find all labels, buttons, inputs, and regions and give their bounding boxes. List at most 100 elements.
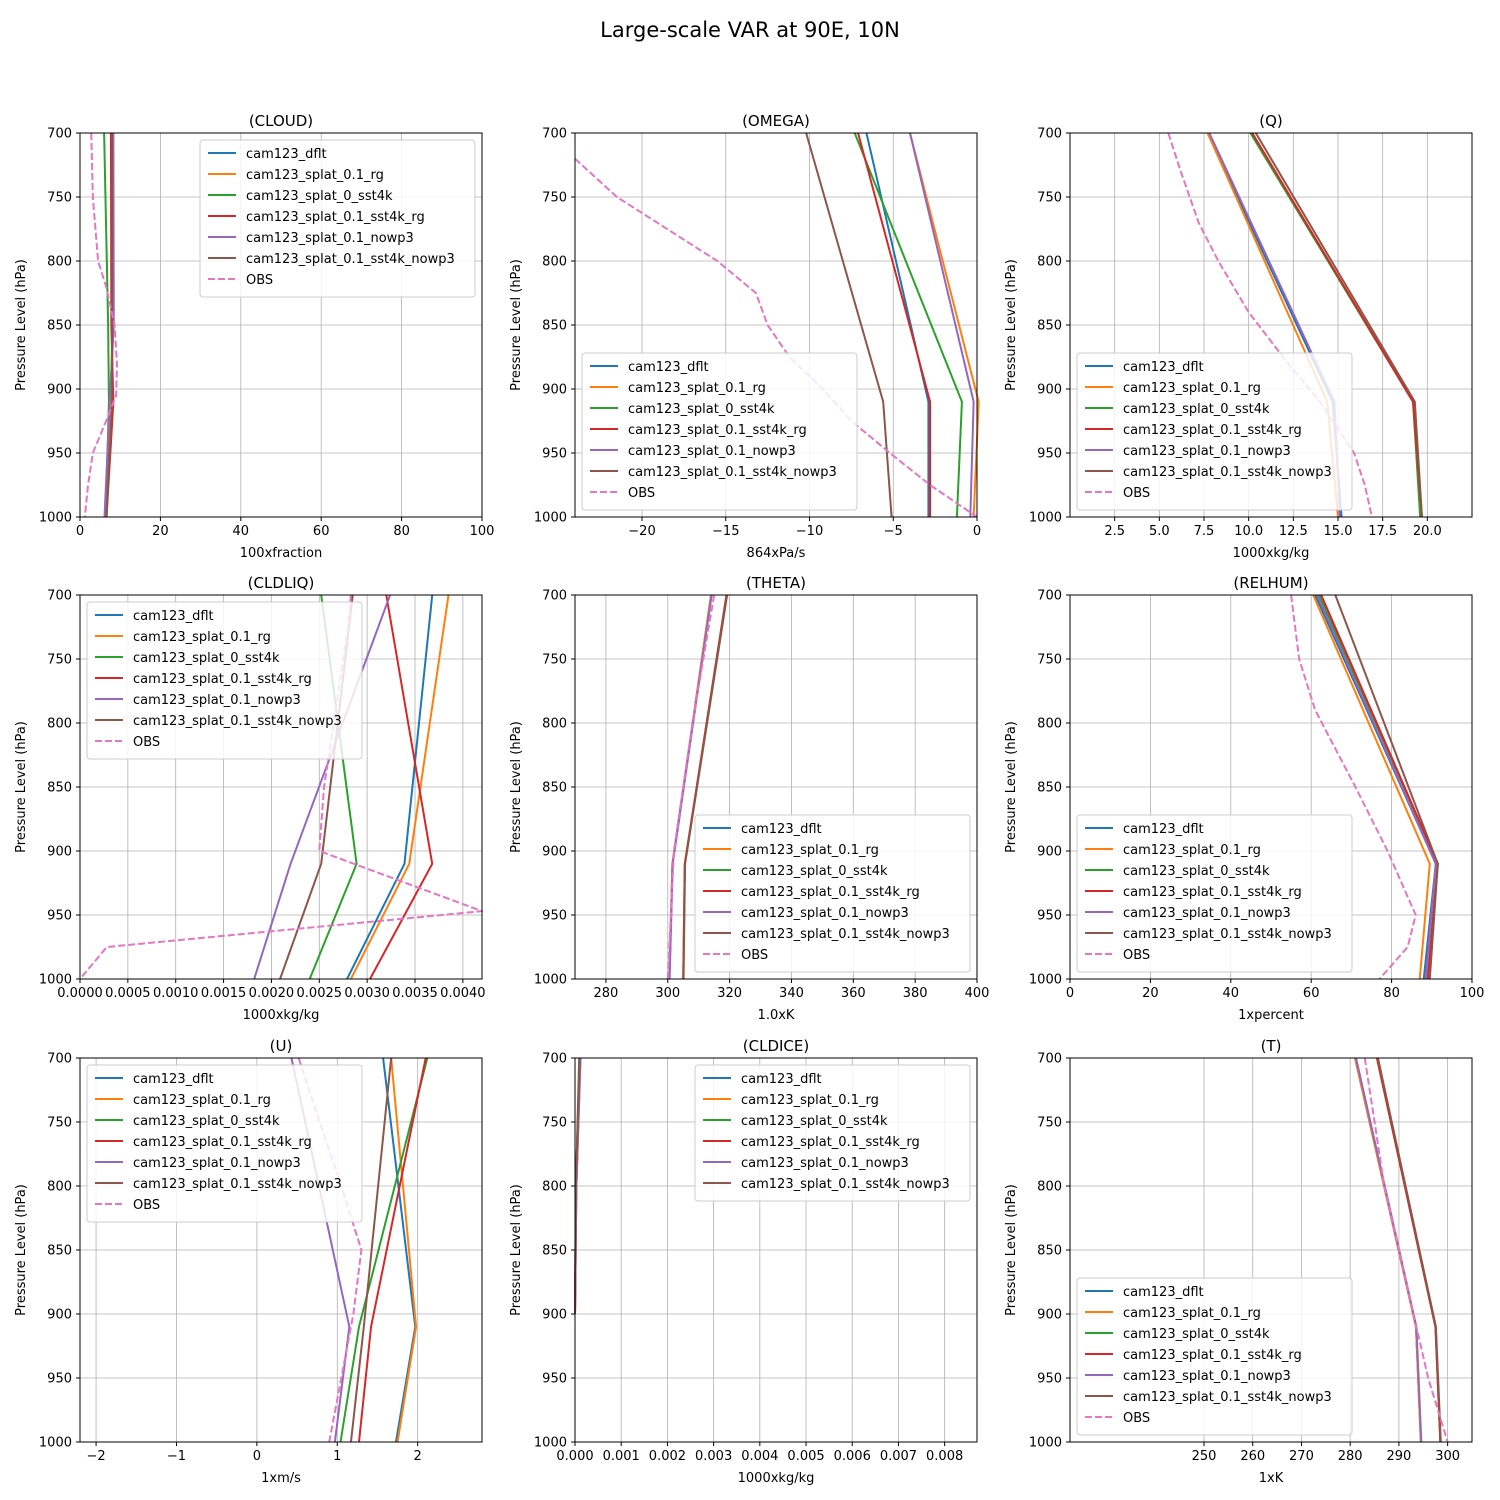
panel-title: (CLDLIQ) xyxy=(248,574,315,592)
legend-label: OBS xyxy=(133,1198,160,1213)
series-line-OBS xyxy=(297,1057,363,1443)
y-tick-label: 800 xyxy=(1037,255,1062,270)
x-tick-label: 60 xyxy=(1303,986,1320,1001)
legend-label: cam123_splat_0_sst4k xyxy=(628,402,775,417)
legend-label: cam123_splat_0.1_sst4k_nowp3 xyxy=(628,465,837,480)
y-tick-label: 950 xyxy=(542,909,567,924)
y-tick-label: 950 xyxy=(47,1372,72,1387)
y-tick-label: 1000 xyxy=(1029,973,1062,988)
x-tick-label: 280 xyxy=(594,986,619,1001)
x-tick-label: 270 xyxy=(1289,1449,1314,1464)
legend-label: cam123_splat_0.1_nowp3 xyxy=(741,906,909,921)
legend-box xyxy=(86,601,363,760)
y-tick-label: 750 xyxy=(542,653,567,668)
y-tick-label: 950 xyxy=(47,909,72,924)
x-axis-label: 1.0xK xyxy=(758,1008,795,1023)
legend-label: cam123_splat_0.1_sst4k_rg xyxy=(246,210,425,225)
x-axis-label: 1000xkg/kg xyxy=(1233,546,1310,561)
legend-label: cam123_splat_0.1_sst4k_nowp3 xyxy=(1123,465,1332,480)
legend-label: cam123_splat_0.1_sst4k_rg xyxy=(1123,885,1302,900)
legend-label: cam123_splat_0.1_sst4k_nowp3 xyxy=(246,252,455,267)
x-tick-label: 0.002 xyxy=(649,1449,686,1464)
x-tick-label: −1 xyxy=(167,1449,186,1464)
x-axis-label: 1xm/s xyxy=(261,1471,301,1486)
series-line-cam123_splat_0_1_sst4k_rg xyxy=(357,1057,427,1443)
legend-label: cam123_splat_0.1_sst4k_nowp3 xyxy=(741,927,950,942)
y-tick-label: 800 xyxy=(1037,1180,1062,1195)
y-tick-label: 700 xyxy=(1037,1052,1062,1067)
legend-label: cam123_splat_0.1_rg xyxy=(133,630,271,645)
x-tick-label: 280 xyxy=(1338,1449,1363,1464)
panel-title: (OMEGA) xyxy=(742,112,810,130)
y-tick-label: 800 xyxy=(1037,717,1062,732)
x-tick-label: 2 xyxy=(414,1449,422,1464)
legend-label: cam123_splat_0.1_sst4k_nowp3 xyxy=(133,1177,342,1192)
legend-label: cam123_splat_0.1_rg xyxy=(133,1093,271,1108)
y-tick-label: 700 xyxy=(542,589,567,604)
legend-label: cam123_splat_0.1_rg xyxy=(741,843,879,858)
legend-label: OBS xyxy=(1123,948,1150,963)
y-tick-label: 1000 xyxy=(534,973,567,988)
x-tick-label: −15 xyxy=(712,524,739,539)
series-line-cam123_splat_0_1_sst4k_nowp3 xyxy=(805,132,893,518)
legend-label: cam123_dflt xyxy=(133,609,214,624)
x-axis-label: 1xK xyxy=(1259,1471,1284,1486)
y-tick-label: 950 xyxy=(1037,909,1062,924)
panel-theta: 280 300 320 340 360 380 400 700 750 800 850 900 950 1… xyxy=(509,574,989,1023)
y-tick-label: 750 xyxy=(1037,653,1062,668)
x-tick-label: 60 xyxy=(313,524,330,539)
series-line-cam123_splat_0_1_sst4k_nowp3 xyxy=(1254,132,1423,518)
x-tick-label: 40 xyxy=(233,524,250,539)
y-tick-label: 950 xyxy=(542,1372,567,1387)
y-axis-label: Pressure Level (hPa) xyxy=(14,1184,29,1316)
legend-label: cam123_splat_0.1_rg xyxy=(246,168,384,183)
series-line-OBS xyxy=(1290,594,1417,980)
legend-label: cam123_splat_0_sst4k xyxy=(1123,864,1270,879)
y-tick-label: 800 xyxy=(542,255,567,270)
y-tick-label: 1000 xyxy=(1029,1436,1062,1451)
y-tick-label: 900 xyxy=(542,383,567,398)
panels: 0 20 40 60 80 1007007508008509009501000(CLOUD… xyxy=(14,112,1484,1486)
y-tick-label: 850 xyxy=(1037,781,1062,796)
legend: cam123_dflt cam123_splat_0.1_rg cam123_spl… xyxy=(1076,814,1353,973)
y-axis-label: Pressure Level (hPa) xyxy=(14,259,29,391)
y-tick-label: 950 xyxy=(1037,1372,1062,1387)
x-tick-label: 0.003 xyxy=(695,1449,732,1464)
x-axis-label: 100xfraction xyxy=(240,546,322,561)
x-tick-label: 0.006 xyxy=(834,1449,871,1464)
legend-label: cam123_splat_0.1_sst4k_nowp3 xyxy=(741,1177,950,1192)
x-tick-label: 0 xyxy=(253,1449,261,1464)
y-tick-label: 850 xyxy=(47,1244,72,1259)
panel-t: 250 260 270 280 290 300 700 750 800 850 900 950 1000… xyxy=(1004,1037,1473,1486)
legend-label: OBS xyxy=(628,486,655,501)
y-tick-label: 700 xyxy=(542,1052,567,1067)
y-tick-label: 950 xyxy=(1037,447,1062,462)
y-tick-label: 850 xyxy=(1037,319,1062,334)
series-line-cam123_splat_0_1_rg xyxy=(349,594,450,980)
x-tick-label: 0.0000 xyxy=(57,986,103,1001)
legend-label: cam123_splat_0.1_nowp3 xyxy=(133,693,301,708)
x-axis-label: 864xPa/s xyxy=(747,546,806,561)
y-tick-label: 1000 xyxy=(1029,511,1062,526)
series-line-cam123_splat_0_1_sst4k_nowp3 xyxy=(105,133,114,518)
x-tick-label: −5 xyxy=(884,524,903,539)
legend-box xyxy=(86,1064,363,1223)
y-tick-label: 900 xyxy=(47,845,72,860)
y-tick-label: 800 xyxy=(542,1180,567,1195)
series-line-cam123_splat_0_1_sst4k_rg xyxy=(857,132,932,517)
y-tick-label: 900 xyxy=(1037,1308,1062,1323)
y-tick-label: 700 xyxy=(47,127,72,142)
y-axis-label: Pressure Level (hPa) xyxy=(509,259,524,391)
x-axis-label: 1000xkg/kg xyxy=(243,1008,320,1023)
legend: cam123_dflt cam123_splat_0.1_rg cam123_spl… xyxy=(694,814,971,973)
series-line-cam123_dflt xyxy=(346,594,434,980)
x-tick-label: 0.0035 xyxy=(392,986,438,1001)
y-tick-label: 900 xyxy=(47,383,72,398)
y-tick-label: 850 xyxy=(47,319,72,334)
y-tick-label: 950 xyxy=(542,447,567,462)
y-tick-label: 800 xyxy=(542,717,567,732)
x-tick-label: 0.000 xyxy=(556,1449,593,1464)
panel-omega: −20 −15 −10 −5 0 700 750 800 850 900 950 1000 (OMEGA… xyxy=(509,112,981,561)
x-tick-label: −2 xyxy=(86,1449,105,1464)
y-tick-label: 900 xyxy=(542,1308,567,1323)
